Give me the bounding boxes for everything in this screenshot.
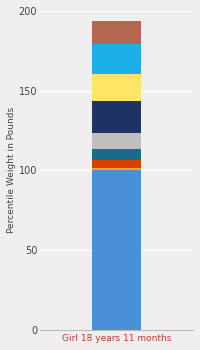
Bar [92, 101, 141, 133]
Bar [92, 133, 141, 149]
Bar [92, 149, 141, 160]
Bar [92, 170, 141, 330]
Bar [92, 21, 141, 44]
Bar [92, 168, 141, 170]
Y-axis label: Percentile Weight in Pounds: Percentile Weight in Pounds [7, 107, 16, 233]
Bar [92, 44, 141, 74]
Bar [92, 74, 141, 101]
Bar [92, 160, 141, 168]
